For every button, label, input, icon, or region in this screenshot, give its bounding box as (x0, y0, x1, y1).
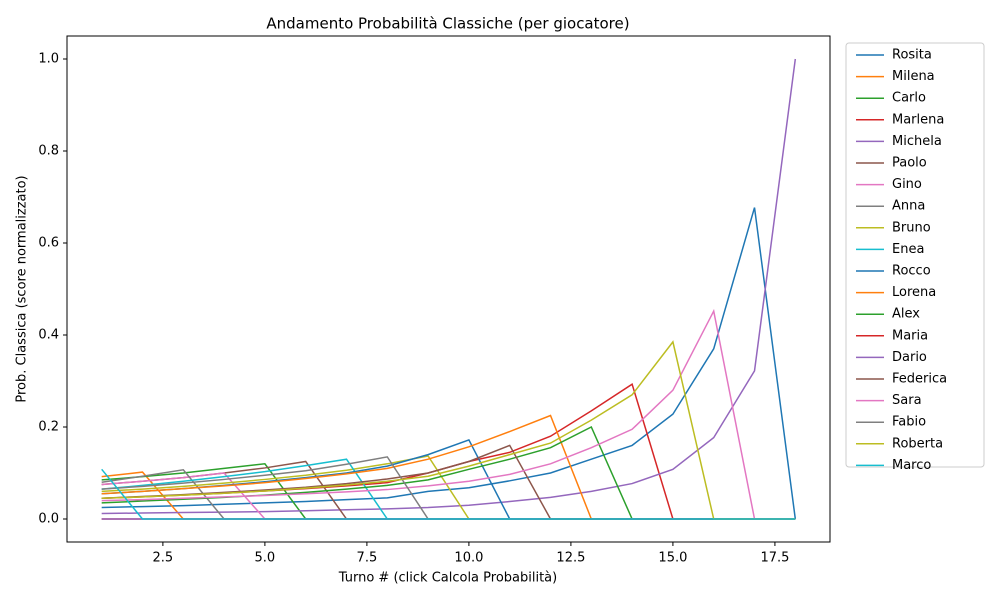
series-line (101, 308, 796, 520)
legend-label: Fabio (892, 415, 926, 430)
legend-label: Lorena (892, 285, 936, 300)
x-tick-label: 10.0 (454, 551, 483, 566)
legend-label: Paolo (892, 156, 927, 171)
legend-label: Marlena (892, 112, 944, 127)
y-tick-label: 1.0 (38, 52, 59, 67)
x-tick-label: 2.5 (153, 551, 174, 566)
y-tick-label: 0.6 (38, 236, 59, 251)
chart-title: Andamento Probabilità Classiche (per gio… (266, 15, 629, 33)
x-tick-label: 15.0 (658, 551, 687, 566)
legend-box (845, 42, 985, 468)
y-tick-label: 0.8 (38, 144, 59, 159)
legend-label: Gino (892, 177, 922, 192)
y-tick-label: 0.2 (38, 420, 59, 435)
legend-label: Bruno (892, 220, 931, 235)
x-tick-label: 17.5 (760, 551, 789, 566)
legend-label: Alex (892, 307, 920, 322)
x-tick-label: 5.0 (255, 551, 276, 566)
legend-label: Maria (892, 328, 928, 343)
legend-label: Dario (892, 350, 927, 365)
legend-label: Anna (892, 199, 925, 214)
y-tick-label: 0.4 (38, 328, 59, 343)
plot-area (101, 58, 797, 520)
y-axis-label: Prob. Classica (score normalizzato) (15, 175, 30, 402)
legend: Rosita Milena Carlo Marlena Michela Paolo Gino… (856, 48, 947, 473)
legend-label: Rocco (892, 264, 931, 279)
series-line (101, 468, 796, 520)
legend-label: Carlo (892, 91, 926, 106)
x-axis-label: Turno # (click Calcola Probabilità) (338, 571, 557, 586)
series-line (101, 340, 796, 520)
legend-label: Roberta (892, 436, 943, 451)
y-tick-label: 0.0 (38, 512, 59, 527)
x-tick-label: 7.5 (357, 551, 378, 566)
legend-label: Rosita (892, 48, 932, 63)
legend-label: Federica (892, 372, 947, 387)
legend-label: Milena (892, 69, 935, 84)
x-tick-label: 12.5 (556, 551, 585, 566)
series-line (101, 207, 797, 520)
series-line (101, 58, 797, 515)
legend-label: Enea (892, 242, 924, 257)
plot-frame (66, 35, 831, 543)
legend-label: Marco (892, 458, 931, 473)
legend-label: Sara (892, 393, 922, 408)
legend-label: Michela (892, 134, 942, 149)
